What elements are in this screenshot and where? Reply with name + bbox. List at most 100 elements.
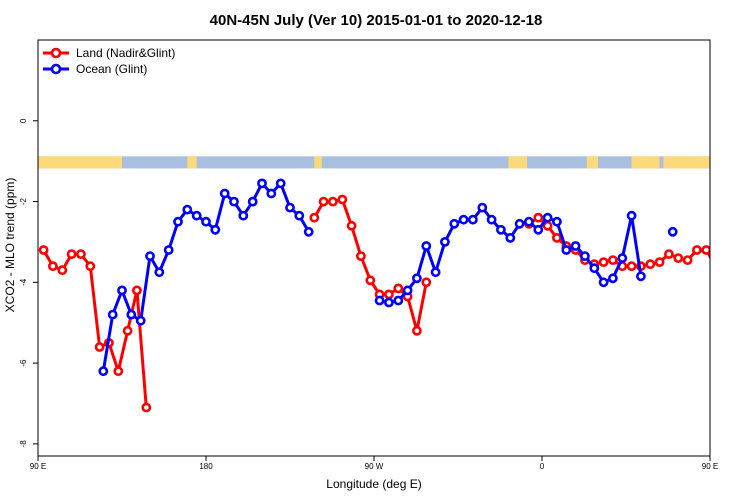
data-point-ocean <box>617 253 628 263</box>
strip-land-segment <box>631 156 660 169</box>
legend-label-land: Land (Nadir&Glint) <box>76 46 175 60</box>
data-point-land <box>94 342 105 352</box>
x-tick-label: 0 <box>540 462 545 471</box>
data-point-ocean <box>182 204 193 215</box>
data-point-ocean <box>542 212 553 223</box>
data-point-land <box>608 255 618 265</box>
x-tick-label: 180 <box>199 462 213 471</box>
data-point-ocean <box>238 210 249 221</box>
data-point-ocean <box>247 196 258 207</box>
data-point-land <box>664 249 674 259</box>
data-point-ocean <box>421 241 432 251</box>
strip-land-segment <box>187 156 197 169</box>
data-point-land <box>346 220 357 231</box>
data-point-ocean <box>201 216 211 227</box>
data-point-land <box>626 261 637 272</box>
land-ocean-strip <box>38 156 710 169</box>
y-tick-label: -6 <box>19 359 28 367</box>
data-point-land <box>692 245 702 255</box>
data-point-land <box>66 249 77 259</box>
data-point-land <box>552 232 562 243</box>
data-point-ocean <box>383 297 394 308</box>
data-point-land <box>309 212 320 223</box>
data-point-ocean <box>570 241 581 251</box>
data-point-land <box>731 251 738 258</box>
data-point-ocean <box>467 214 478 225</box>
data-point-ocean <box>533 224 544 235</box>
data-point-ocean <box>257 178 267 189</box>
series-line-ocean <box>379 206 643 304</box>
data-point-ocean <box>495 224 506 235</box>
legend: Land (Nadir&Glint) Ocean (Glint) <box>43 46 175 76</box>
legend-marker-ocean <box>50 63 62 75</box>
data-point-land <box>411 325 422 336</box>
data-point-land <box>355 251 366 261</box>
data-point-land <box>38 245 49 255</box>
data-point-ocean <box>514 218 525 229</box>
data-point-land <box>682 255 693 265</box>
data-point-ocean <box>303 226 314 237</box>
data-point-ocean <box>117 285 127 296</box>
legend-label-ocean: Ocean (Glint) <box>76 62 147 76</box>
data-point-ocean <box>219 188 230 199</box>
y-axis-label: XCO2 - MLO trend (ppm) <box>3 178 17 313</box>
data-point-ocean <box>393 295 404 306</box>
strip-ocean <box>38 156 710 169</box>
data-point-ocean <box>580 251 590 261</box>
data-point-ocean <box>598 277 609 288</box>
strip-land-segment <box>38 156 122 169</box>
data-point-ocean <box>449 218 460 229</box>
strip-land-segment <box>314 156 322 169</box>
data-point-land <box>131 285 142 296</box>
data-point-land <box>712 263 719 270</box>
data-point-ocean <box>505 232 516 243</box>
data-point-land <box>113 366 124 377</box>
data-point-ocean <box>458 214 469 225</box>
data-point-ocean <box>608 273 618 284</box>
x-axis-ticks: 90 E 180 90 W 0 90 E <box>30 456 718 471</box>
data-point-land <box>365 275 376 286</box>
data-point-land <box>673 253 684 263</box>
data-point-ocean <box>266 188 277 199</box>
data-point-ocean <box>294 210 305 221</box>
data-point-ocean <box>477 202 488 213</box>
data-point-ocean <box>402 285 413 296</box>
y-tick-label: -8 <box>19 440 28 448</box>
data-point-land <box>48 261 58 272</box>
y-tick-label: -4 <box>19 278 28 286</box>
data-point-ocean <box>636 271 646 282</box>
data-point-ocean <box>589 263 600 274</box>
strip-land-segment <box>663 156 710 169</box>
chart-title: 40N-45N July (Ver 10) 2015-01-01 to 2020… <box>210 12 543 29</box>
data-point-ocean <box>626 210 637 221</box>
data-point-ocean <box>210 224 221 235</box>
data-point-ocean <box>98 366 109 377</box>
x-axis-label: Longitude (deg E) <box>326 477 421 491</box>
data-point-ocean <box>486 214 497 225</box>
series-line-ocean <box>101 181 310 372</box>
data-point-land <box>393 283 404 294</box>
data-point-ocean <box>430 267 441 278</box>
data-point-land <box>598 257 609 267</box>
data-point-land <box>645 259 656 270</box>
legend-marker-land <box>50 47 62 59</box>
data-point-land <box>85 261 96 272</box>
strip-land-segment <box>508 156 528 169</box>
data-point-land <box>421 277 432 288</box>
data-point-land <box>337 194 348 205</box>
data-point-ocean <box>552 216 562 227</box>
data-point-ocean <box>173 216 183 227</box>
data-point-land <box>701 245 710 255</box>
data-point-ocean <box>126 309 137 320</box>
data-point-land <box>327 196 338 207</box>
data-point-ocean <box>163 245 174 255</box>
data-point-ocean <box>561 245 572 255</box>
data-point-ocean <box>154 267 165 278</box>
series-layer <box>38 178 738 413</box>
data-point-land <box>57 265 68 276</box>
y-tick-label: -2 <box>19 197 28 205</box>
data-point-ocean <box>439 236 450 247</box>
data-point-land <box>141 402 152 413</box>
y-axis-ticks: 0 -2 -4 -6 -8 <box>19 118 38 447</box>
data-point-land <box>122 325 133 336</box>
